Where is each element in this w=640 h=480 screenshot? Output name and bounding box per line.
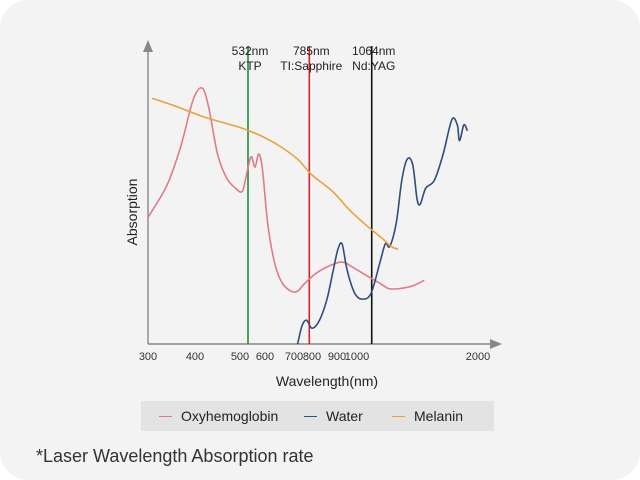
laser-marker-wavelength: 1064nm: [352, 44, 395, 58]
legend-item-melanin: Melanin: [392, 408, 463, 424]
x-tick-label: 600: [256, 351, 274, 363]
series-line-melanin: [151, 97, 399, 250]
x-tick-label: 900: [328, 351, 346, 363]
x-tick-label: 700: [285, 351, 303, 363]
x-tick-label: 2000: [466, 351, 490, 363]
legend-swatch-melanin: [392, 415, 405, 417]
series-line-water: [296, 117, 468, 344]
laser-marker-name: TI:Sapphire: [280, 59, 342, 73]
legend-label-melanin: Melanin: [414, 408, 464, 424]
laser-marker-name: Nd:YAG: [352, 59, 395, 73]
series-lines: [147, 87, 468, 344]
chart-legend: Oxyhemoglobin Water Melanin: [141, 401, 494, 431]
y-axis-title: Absorption: [124, 179, 140, 246]
x-tick-label: 800: [303, 351, 321, 363]
legend-swatch-oxyhemoglobin: [159, 415, 172, 417]
legend-item-oxyhemoglobin: Oxyhemoglobin: [159, 408, 278, 424]
series-line-oxyhemoglobin: [147, 87, 425, 293]
x-tick-label: 500: [231, 351, 249, 363]
legend-swatch-water: [304, 415, 317, 417]
legend-label-oxyhemoglobin: Oxyhemoglobin: [181, 408, 279, 424]
footnote: *Laser Wavelength Absorption rate: [36, 446, 314, 466]
x-tick-label: 400: [186, 351, 204, 363]
x-tick-label: 300: [139, 351, 157, 363]
laser-marker-wavelength: 785nm: [293, 44, 330, 58]
y-axis-arrow: [143, 40, 153, 52]
legend-item-water: Water: [304, 408, 363, 424]
laser-marker-name: KTP: [238, 59, 261, 73]
x-axis-title: Wavelength(nm): [276, 373, 378, 389]
chart-axes: [143, 40, 502, 349]
x-axis-arrow: [490, 339, 502, 349]
legend-label-water: Water: [326, 408, 363, 424]
laser-marker-wavelength: 532nm: [232, 44, 269, 58]
x-tick-label: 1000: [345, 351, 369, 363]
